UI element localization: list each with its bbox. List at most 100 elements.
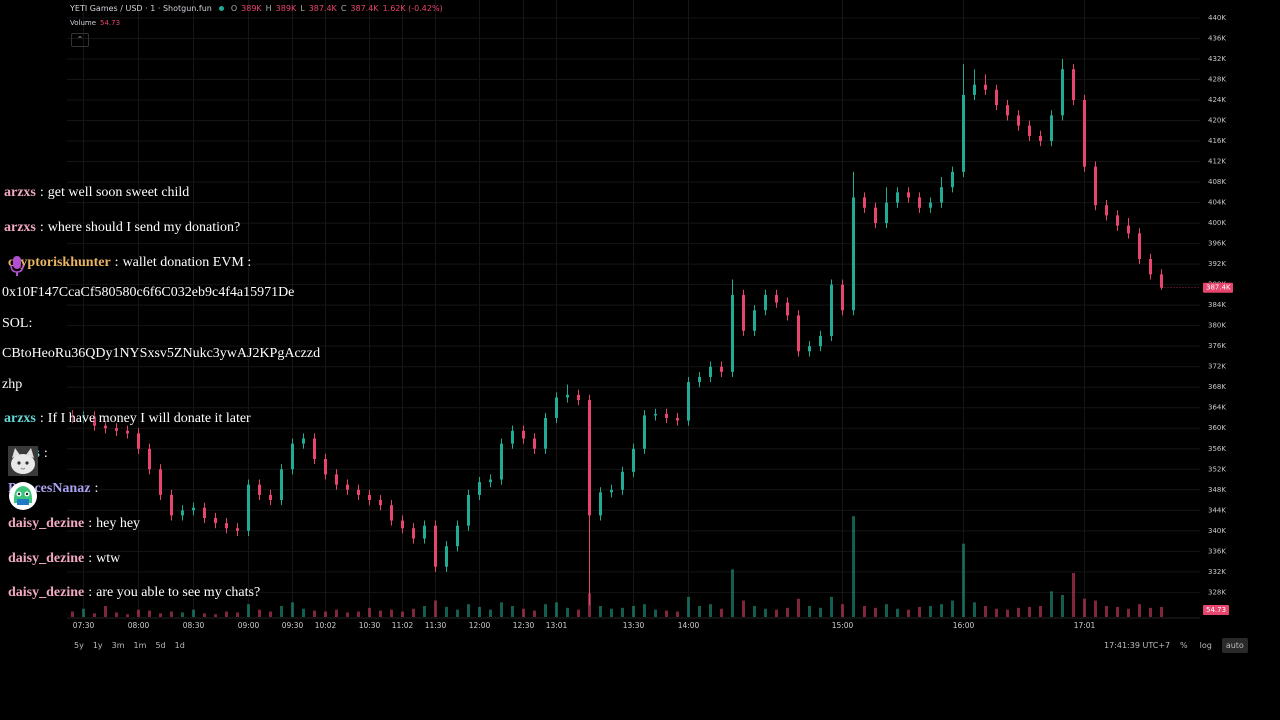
chat-separator: : [43, 446, 48, 462]
y-tick-label: 384K [1208, 301, 1226, 309]
volume-bar [676, 611, 679, 617]
volume-bar [324, 611, 327, 617]
volume-bar [71, 611, 74, 617]
y-tick-label: 396K [1208, 240, 1226, 248]
candle-body [269, 494, 272, 501]
collapse-button[interactable]: ⌃ [71, 33, 89, 47]
scale-option[interactable]: log [1199, 641, 1212, 650]
y-tick-label: 424K [1208, 96, 1226, 104]
scale-option[interactable]: auto [1221, 638, 1248, 653]
chat-message: zhp [2, 377, 22, 393]
chat-separator: : [88, 515, 93, 531]
chat-username[interactable]: arzxs [4, 185, 36, 200]
candle-body [819, 335, 822, 347]
ohlc-key: H [265, 4, 272, 13]
chat-message: arzxs: If I have money I will donate it l… [4, 411, 251, 427]
candle-body [687, 382, 690, 421]
candle-body [335, 474, 338, 485]
candle-body [1072, 69, 1075, 101]
candle-body [170, 494, 173, 516]
x-tick-label: 11:30 [425, 621, 447, 630]
volume-bar [610, 608, 613, 617]
volume-bar [566, 607, 569, 617]
chat-username[interactable]: daisy_dezine [8, 550, 85, 566]
candle-body [368, 494, 371, 501]
volume-bar [577, 609, 580, 617]
volume-bar [247, 604, 250, 617]
volume-bar [346, 612, 349, 617]
chat-text: wtw [96, 550, 121, 566]
chat-username[interactable]: arzxs [4, 219, 36, 235]
candle-body [830, 284, 833, 336]
ohlc-key: C [340, 4, 347, 13]
candle-body [808, 346, 811, 352]
volume-bar [1006, 609, 1009, 617]
y-tick-label: 416K [1208, 137, 1226, 145]
volume-bar [1127, 608, 1130, 617]
chat-text: SOL: [2, 315, 33, 331]
chat-text: where should I send my donation? [47, 219, 241, 235]
symbol-title[interactable]: YETI Games / USD · 1 · Shotgun.fun [70, 4, 212, 13]
volume-bar [599, 606, 602, 617]
y-tick-label: 432K [1208, 55, 1226, 63]
volume-bar [940, 604, 943, 617]
candle-body [148, 448, 151, 470]
x-tick-label: 11:02 [392, 621, 414, 630]
candle-body [929, 202, 932, 208]
candle-body [797, 315, 800, 352]
volume-bar [533, 610, 536, 617]
y-tick-label: 356K [1208, 445, 1226, 453]
range-button[interactable]: 5d [155, 641, 166, 650]
x-tick-label: 07:30 [73, 621, 95, 630]
candle-body [962, 94, 965, 172]
volume-bar [82, 608, 85, 617]
chat-text: CBtoHeoRu36QDy1NYSxsv5ZNukc3ywAJ2KPgAczz… [2, 346, 321, 362]
volume-bar [126, 614, 129, 617]
x-tick-label: 16:00 [953, 621, 975, 630]
y-tick-label: 360K [1208, 424, 1226, 432]
candle-body [951, 171, 954, 188]
range-button[interactable]: 3m [111, 641, 125, 650]
x-tick-label: 14:00 [678, 621, 700, 630]
volume-bar [885, 604, 888, 617]
y-tick-label: 440K [1208, 14, 1226, 22]
candle-body [841, 284, 844, 311]
y-tick-label: 368K [1208, 383, 1226, 391]
y-tick-label: 332K [1208, 568, 1226, 576]
bottom-toolbar: 5y 1y 3m 1m 5d 1d 17:41:39 UTC+7 % log auto [0, 638, 1280, 656]
chat-username[interactable]: daisy_dezine [8, 585, 85, 601]
chat-message: SOL: [2, 316, 32, 332]
chat-separator: : [94, 481, 99, 496]
range-button[interactable]: 5y [74, 641, 84, 650]
chat-username[interactable]: cryptoriskhunter [8, 254, 111, 270]
candle-body [302, 438, 305, 444]
volume-bar [258, 609, 261, 617]
chat-username[interactable]: daisy_dezine [8, 515, 85, 531]
candle-body [698, 376, 701, 383]
volume-bar [214, 614, 217, 617]
candle-body [467, 494, 470, 526]
chat-text: If I have money I will donate it later [47, 411, 251, 427]
volume-bar [896, 608, 899, 617]
candle-body [984, 84, 987, 90]
header: YETI Games / USD · 1 · Shotgun.fun O 389K… [70, 4, 443, 13]
candle-body [731, 294, 734, 372]
volume-bar [786, 607, 789, 617]
candle-body [533, 438, 536, 449]
volume-bar [291, 602, 294, 617]
range-button[interactable]: 1d [174, 641, 185, 650]
candle-body [478, 482, 481, 495]
candle-body [412, 528, 415, 539]
range-button[interactable]: 1m [133, 641, 147, 650]
candle-body [104, 425, 107, 429]
range-button[interactable]: 1y [92, 641, 103, 650]
volume-bar [918, 606, 921, 617]
scale-option[interactable]: % [1180, 641, 1188, 650]
volume-bar [731, 569, 734, 617]
chat-username[interactable]: arzxs [4, 411, 36, 427]
ohlc-key: O [230, 4, 238, 13]
candle-body [1061, 69, 1064, 116]
volume-bar [434, 600, 437, 617]
volume-bar [170, 611, 173, 617]
candle-body [258, 484, 261, 495]
